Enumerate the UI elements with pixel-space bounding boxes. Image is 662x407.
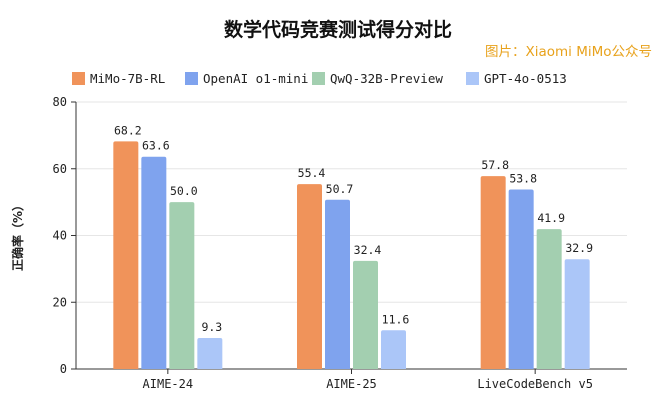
- bar: [197, 337, 223, 369]
- bar: [325, 199, 350, 369]
- x-tick-label: AIME-25: [326, 377, 377, 391]
- bars: [113, 141, 590, 369]
- legend-swatch: [185, 72, 198, 85]
- bar: [297, 184, 322, 369]
- y-tick-label: 20: [53, 295, 67, 309]
- bar-value-label: 53.8: [509, 171, 537, 185]
- axes: 0 20 40 60 80 AIME-24 AIME-25 LiveCodeBench v5: [53, 95, 627, 391]
- bar-value-label: 63.6: [142, 139, 170, 153]
- bar: [508, 189, 534, 369]
- y-tick-label: 0: [60, 362, 67, 376]
- legend-label: MiMo-7B-RL: [90, 71, 165, 86]
- bar: [564, 259, 590, 369]
- bar: [381, 330, 406, 369]
- bar-value-label: 32.9: [565, 241, 593, 255]
- bar-value-label: 68.2: [114, 123, 142, 137]
- gridlines: [76, 101, 627, 303]
- image-credit: 图片：Xiaomi MiMo公众号: [485, 44, 652, 60]
- bar-value-label: 50.0: [170, 184, 198, 198]
- legend-swatch: [312, 72, 325, 85]
- bar-value-label: 32.4: [354, 243, 382, 257]
- y-axis-label: 正确率（%）: [10, 199, 25, 271]
- bar: [480, 176, 506, 369]
- bar-value-label: 11.6: [382, 312, 410, 326]
- bar-value-label: 55.4: [298, 166, 326, 180]
- bar: [169, 202, 195, 369]
- legend-label: OpenAI o1-mini: [203, 71, 308, 86]
- bar-value-label: 9.3: [201, 320, 222, 334]
- legend-swatch: [466, 72, 479, 85]
- chart-title: 数学代码竞赛测试得分对比: [224, 18, 452, 41]
- bar: [141, 156, 167, 369]
- bar: [353, 260, 378, 369]
- bar: [113, 141, 139, 369]
- legend: MiMo-7B-RL OpenAI o1-mini QwQ-32B-Preview G…: [72, 71, 567, 86]
- x-tick-label: LiveCodeBench v5: [477, 377, 593, 391]
- bar: [536, 229, 562, 369]
- legend-label: GPT-4o-0513: [484, 71, 567, 86]
- legend-label: QwQ-32B-Preview: [330, 71, 443, 86]
- value-labels: 68.263.6 50.0 9.3 55.450.7 32.4 11.6 57.853.8 4…: [114, 123, 593, 334]
- bar-value-label: 57.8: [481, 158, 509, 172]
- y-tick-label: 40: [53, 229, 67, 243]
- bar-value-label: 41.9: [537, 211, 565, 225]
- y-tick-label: 80: [53, 95, 67, 109]
- legend-swatch: [72, 72, 85, 85]
- x-tick-label: AIME-24: [143, 377, 194, 391]
- bar-value-label: 50.7: [326, 182, 354, 196]
- y-tick-label: 60: [53, 162, 67, 176]
